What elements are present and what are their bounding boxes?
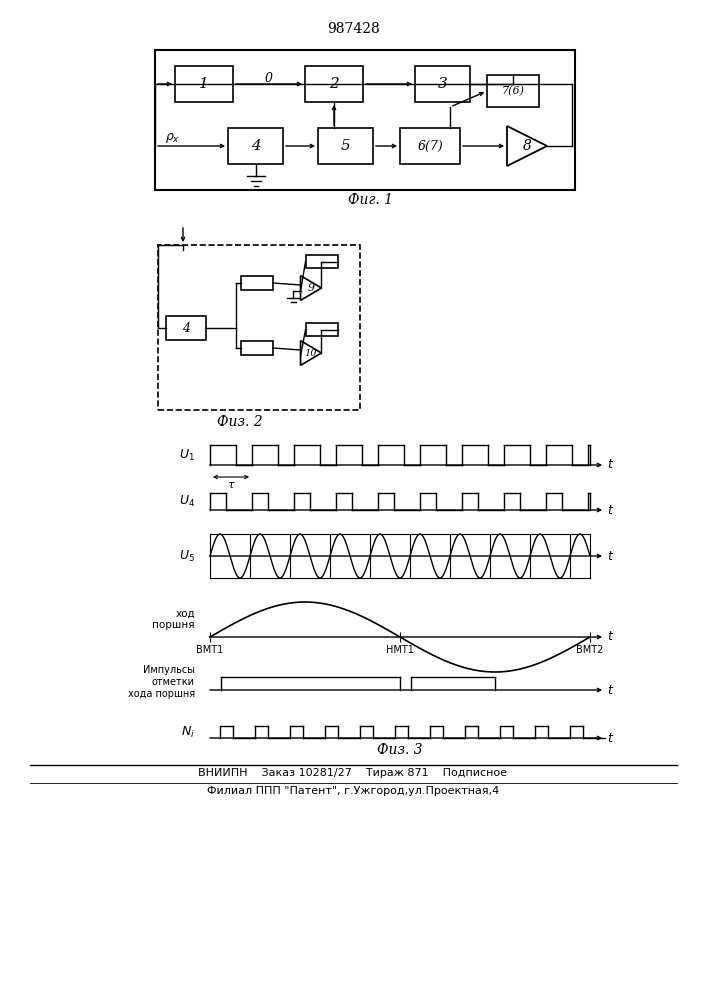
Text: ВМТ1: ВМТ1	[197, 645, 223, 655]
Text: ход
поршня: ход поршня	[153, 608, 195, 630]
Text: $\rho_x$: $\rho_x$	[165, 131, 180, 145]
Bar	[305, 255, 337, 268]
Text: 4: 4	[250, 139, 260, 153]
Bar	[305, 323, 337, 336]
Text: 8: 8	[522, 139, 532, 153]
Bar	[175, 66, 233, 102]
Text: Филиал ППП "Патент", г.Ужгород,ул.Проектная,4: Филиал ППП "Патент", г.Ужгород,ул.Проект…	[207, 786, 499, 796]
Bar	[487, 75, 539, 107]
Bar	[305, 66, 363, 102]
Bar	[241, 341, 273, 355]
Text: $U_5$: $U_5$	[179, 548, 195, 564]
Text: $t$: $t$	[607, 550, 614, 562]
Text: ВНИИПН    Заказ 10281/27    Тираж 871    Подписное: ВНИИПН Заказ 10281/27 Тираж 871 Подписно…	[199, 768, 508, 778]
Text: Физ. 2: Физ. 2	[217, 415, 263, 429]
Bar	[241, 276, 273, 290]
Text: 7(6): 7(6)	[501, 86, 525, 96]
Text: $t$: $t$	[607, 458, 614, 472]
Bar	[155, 50, 575, 190]
Text: $t$: $t$	[607, 684, 614, 696]
Text: 1: 1	[199, 77, 209, 91]
Text: 0: 0	[265, 72, 273, 85]
Text: $U_1$: $U_1$	[179, 447, 195, 463]
Bar	[318, 128, 373, 164]
Text: НМТ1: НМТ1	[386, 645, 414, 655]
Bar	[158, 245, 360, 410]
Text: 5: 5	[341, 139, 351, 153]
Text: $t$: $t$	[607, 504, 614, 516]
Text: $t$: $t$	[607, 631, 614, 644]
Text: $N_i$: $N_i$	[181, 724, 195, 740]
Text: 9: 9	[308, 283, 315, 293]
Bar	[415, 66, 470, 102]
Text: 6(7): 6(7)	[417, 139, 443, 152]
Text: 10: 10	[305, 349, 317, 358]
Text: ВМТ2: ВМТ2	[576, 645, 604, 655]
Bar	[166, 316, 206, 340]
Bar	[228, 128, 283, 164]
Text: Импульсы
отметки
хода поршня: Импульсы отметки хода поршня	[128, 665, 195, 699]
Text: $U_4$: $U_4$	[179, 494, 195, 509]
Text: Физ. 3: Физ. 3	[378, 743, 423, 757]
Text: 4: 4	[182, 322, 190, 334]
Text: $t$: $t$	[607, 732, 614, 744]
Text: 3: 3	[438, 77, 448, 91]
Text: $\tau$: $\tau$	[227, 480, 235, 490]
Text: Фиг. 1: Фиг. 1	[348, 193, 392, 207]
Text: 987428: 987428	[327, 22, 380, 36]
Bar	[400, 128, 460, 164]
Text: 2: 2	[329, 77, 339, 91]
